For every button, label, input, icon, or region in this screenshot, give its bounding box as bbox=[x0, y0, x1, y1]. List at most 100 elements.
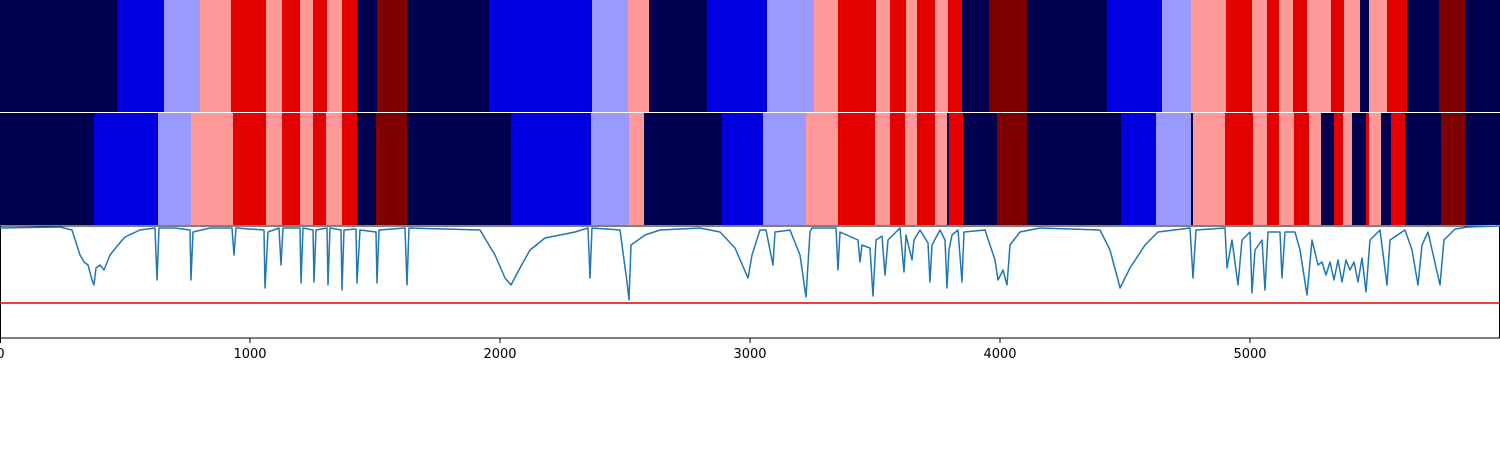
segment bbox=[1267, 0, 1279, 112]
segment bbox=[313, 0, 327, 112]
segment bbox=[906, 0, 917, 112]
segment bbox=[1225, 113, 1253, 225]
segment bbox=[963, 113, 997, 225]
segment bbox=[838, 0, 876, 112]
segment bbox=[917, 0, 935, 112]
segment bbox=[1309, 113, 1321, 225]
segment bbox=[1294, 113, 1309, 225]
segment bbox=[890, 0, 906, 112]
segment bbox=[890, 113, 905, 225]
segment bbox=[282, 113, 300, 225]
segment bbox=[94, 113, 158, 225]
segment bbox=[1405, 113, 1441, 225]
segment bbox=[592, 0, 628, 112]
segment bbox=[1307, 0, 1331, 112]
segment bbox=[342, 0, 357, 112]
segment bbox=[191, 113, 233, 225]
segment bbox=[313, 113, 326, 225]
segment bbox=[407, 0, 489, 112]
segment bbox=[1191, 0, 1226, 112]
segment bbox=[1334, 113, 1343, 225]
segment bbox=[233, 113, 266, 225]
segment bbox=[814, 0, 838, 112]
segment bbox=[1391, 113, 1405, 225]
segment bbox=[838, 113, 875, 225]
segment bbox=[326, 113, 342, 225]
segment bbox=[1369, 0, 1387, 112]
segment bbox=[997, 113, 1027, 225]
segment bbox=[117, 0, 164, 112]
segment bbox=[357, 0, 377, 112]
segment bbox=[1162, 0, 1191, 112]
segment bbox=[376, 113, 407, 225]
segment bbox=[1293, 0, 1307, 112]
segment bbox=[1027, 113, 1121, 225]
segment bbox=[1352, 113, 1366, 225]
segment bbox=[591, 113, 629, 225]
segment bbox=[628, 0, 649, 112]
segment bbox=[266, 0, 282, 112]
segment bbox=[707, 0, 767, 112]
plot-frame bbox=[0, 225, 1500, 339]
segment bbox=[1439, 0, 1466, 112]
segment bbox=[266, 113, 282, 225]
segment bbox=[1121, 113, 1156, 225]
segment bbox=[1387, 0, 1407, 112]
segment bbox=[935, 0, 948, 112]
segment bbox=[949, 113, 963, 225]
segment bbox=[917, 113, 935, 225]
segment bbox=[300, 0, 313, 112]
segment bbox=[489, 0, 592, 112]
x-tick-label: 4000 bbox=[983, 347, 1016, 362]
segment bbox=[1027, 0, 1107, 112]
segment bbox=[1331, 0, 1344, 112]
segment bbox=[1466, 0, 1500, 112]
x-tick-label: 3000 bbox=[733, 347, 766, 362]
segment bbox=[806, 113, 838, 225]
segment bbox=[327, 0, 342, 112]
segment bbox=[644, 113, 722, 225]
segment bbox=[948, 0, 962, 112]
segment bbox=[1107, 0, 1162, 112]
segment bbox=[763, 113, 806, 225]
segment bbox=[1193, 113, 1225, 225]
segment bbox=[1344, 0, 1360, 112]
segment bbox=[357, 113, 376, 225]
segment bbox=[1279, 0, 1293, 112]
segment bbox=[947, 113, 949, 225]
segment bbox=[1407, 0, 1439, 112]
segment bbox=[1191, 113, 1193, 225]
segment bbox=[989, 0, 1027, 112]
segment bbox=[511, 113, 591, 225]
segment bbox=[1441, 113, 1466, 225]
segment bbox=[231, 0, 266, 112]
segment bbox=[407, 113, 511, 225]
segment bbox=[1156, 113, 1191, 225]
segment bbox=[1366, 113, 1369, 225]
segment bbox=[342, 113, 357, 225]
segment bbox=[1360, 0, 1369, 112]
segment bbox=[377, 0, 407, 112]
segment bbox=[1381, 113, 1391, 225]
segment bbox=[158, 113, 191, 225]
segment bbox=[200, 0, 231, 112]
segment bbox=[282, 0, 300, 112]
x-tick-label: 2000 bbox=[483, 347, 516, 362]
segment bbox=[876, 0, 890, 112]
segment bbox=[1343, 113, 1352, 225]
x-tick-label: 1000 bbox=[233, 347, 266, 362]
segment bbox=[0, 113, 94, 225]
segment bbox=[767, 0, 814, 112]
segment bbox=[164, 0, 200, 112]
segment bbox=[722, 113, 763, 225]
segment bbox=[875, 113, 890, 225]
segment bbox=[1321, 113, 1334, 225]
signal-line bbox=[0, 225, 1500, 301]
segment bbox=[629, 113, 644, 225]
segment bbox=[1267, 113, 1279, 225]
segment bbox=[1226, 0, 1252, 112]
x-tick-label: 5000 bbox=[1233, 347, 1266, 362]
segment bbox=[649, 0, 707, 112]
